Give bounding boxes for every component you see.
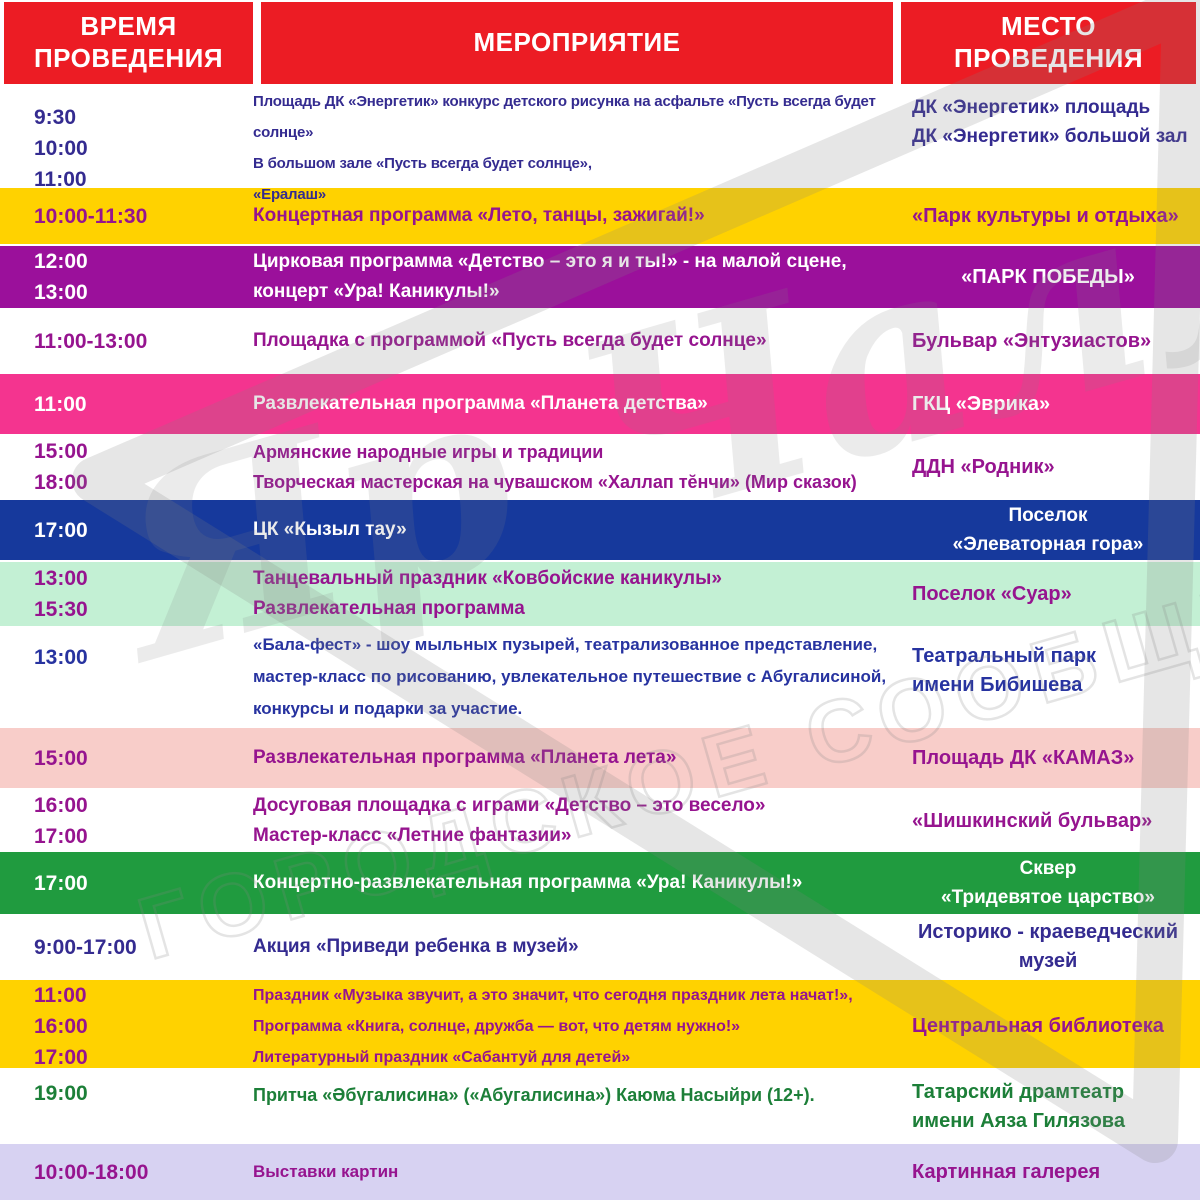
table-row: 11:00-13:00 Площадка с программой «Пусть… <box>0 310 1200 372</box>
header-event-column: МЕРОПРИЯТИЕ <box>261 2 893 84</box>
row-place: Поселок «Элеваторная гора» <box>952 505 1144 555</box>
header-place-column: МЕСТО ПРОВЕДЕНИЯ <box>901 2 1196 84</box>
row-place: Бульвар «Энтузиастов» <box>912 329 1152 352</box>
row-event: Притча «Әбүгалисина» («Абугалисина») Каю… <box>253 1085 815 1105</box>
table-row: 11:00 16:00 17:00 Праздник «Музыка звучи… <box>0 980 1200 1069</box>
row-event: Развлекательная программа «Планета лета» <box>253 747 677 768</box>
row-place: Историко - краеведческий музей <box>917 921 1178 972</box>
row-place: ГКЦ «Эврика» <box>912 392 1051 415</box>
row-place: Поселок «Суар» <box>912 582 1072 605</box>
table-row: 19:00 Притча «Әбүгалисина» («Абугалисина… <box>0 1070 1200 1142</box>
row-event: Выставки картин <box>253 1162 399 1181</box>
row-event: Армянские народные игры и традиции Творч… <box>253 442 857 492</box>
row-time: 15:00 <box>34 746 88 770</box>
row-event: Площадка с программой «Пусть всегда буде… <box>253 330 767 351</box>
row-time: 17:00 <box>34 871 88 895</box>
row-time: 13:00 <box>34 646 88 669</box>
table-row: 13:00 «Бала-фест» - шоу мыльных пузырей,… <box>0 628 1200 726</box>
row-event: Досуговая площадка с играми «Детство – э… <box>253 795 766 846</box>
row-event: «Бала-фест» - шоу мыльных пузырей, театр… <box>253 635 887 718</box>
row-event: Концертная программа «Лето, танцы, зажиг… <box>253 205 705 226</box>
row-place: Татарский драмтеатр имени Аяза Гилязова <box>912 1081 1125 1132</box>
row-event: Праздник «Музыка звучит, а это значит, ч… <box>253 987 853 1066</box>
row-time: 11:00 <box>34 392 87 416</box>
row-event: Площадь ДК «Энергетик» конкурс детского … <box>253 93 876 203</box>
table-row: 10:00-11:30 Концертная программа «Лето, … <box>0 188 1200 244</box>
row-time: 9:30 10:00 11:00 <box>34 105 88 191</box>
table-row: 15:00 Развлекательная программа «Планета… <box>0 728 1200 788</box>
row-event: Цирковая программа «Детство – это я и ты… <box>253 251 847 302</box>
row-time: 19:00 <box>34 1082 88 1105</box>
row-place: Картинная галерея <box>912 1160 1101 1183</box>
row-place: Театральный парк имени Бибишева <box>912 645 1097 696</box>
row-event: Танцевальный праздник «Ковбойские канику… <box>253 568 722 619</box>
row-time: 15:00 18:00 <box>34 440 88 494</box>
row-event: Развлекательная программа «Планета детст… <box>253 393 708 414</box>
row-time: 10:00-18:00 <box>34 1160 149 1184</box>
row-time: 12:00 13:00 <box>34 250 88 304</box>
row-time: 9:00-17:00 <box>34 935 137 959</box>
row-time: 11:00 16:00 17:00 <box>34 984 88 1069</box>
row-event: ЦК «Кызыл тау» <box>253 519 407 540</box>
row-time: 17:00 <box>34 518 88 542</box>
row-place: «Парк культуры и отдыха» <box>912 204 1179 227</box>
row-event: Акция «Приведи ребенка в музей» <box>253 936 579 957</box>
table-row: 9:30 10:00 11:00 Площадь ДК «Энергетик» … <box>0 86 1200 203</box>
table-row: 17:00 ЦК «Кызыл тау» Поселок «Элеваторна… <box>0 500 1200 560</box>
table-row: 9:00-17:00 Акция «Приведи ребенка в музе… <box>0 916 1200 978</box>
table-row: 10:00-18:00 Выставки картин Картинная га… <box>0 1144 1200 1200</box>
row-place: «Шишкинский бульвар» <box>912 809 1153 832</box>
row-place: ДДН «Родник» <box>912 455 1055 478</box>
table-row: 12:00 13:00 Цирковая программа «Детство … <box>0 246 1200 308</box>
table-header: ВРЕМЯ ПРОВЕДЕНИЯ МЕРОПРИЯТИЕ МЕСТО ПРОВЕ… <box>0 0 1200 84</box>
table-row: 17:00 Концертно-развлекательная программ… <box>0 852 1200 914</box>
row-time: 16:00 17:00 <box>34 794 88 848</box>
row-place: Площадь ДК «КАМАЗ» <box>912 746 1135 769</box>
row-time: 13:00 15:30 <box>34 567 88 621</box>
table-row: 13:00 15:30 Танцевальный праздник «Ковбо… <box>0 562 1200 626</box>
row-place: «ПАРК ПОБЕДЫ» <box>961 265 1135 288</box>
row-place: ДК «Энергетик» площадь ДК «Энергетик» бо… <box>912 97 1188 147</box>
table-row: 16:00 17:00 Досуговая площадка с играми … <box>0 790 1200 850</box>
row-time: 10:00-11:30 <box>34 204 148 228</box>
header-time-column: ВРЕМЯ ПРОВЕДЕНИЯ <box>4 2 253 84</box>
table-row: 15:00 18:00 Армянские народные игры и тр… <box>0 436 1200 498</box>
row-event: Концертно-развлекательная программа «Ура… <box>253 872 803 893</box>
row-time: 11:00-13:00 <box>34 329 148 353</box>
row-place: Центральная библиотека <box>912 1015 1164 1037</box>
row-place: Сквер «Тридевятое царство» <box>941 858 1155 908</box>
table-row: 11:00 Развлекательная программа «Планета… <box>0 374 1200 434</box>
